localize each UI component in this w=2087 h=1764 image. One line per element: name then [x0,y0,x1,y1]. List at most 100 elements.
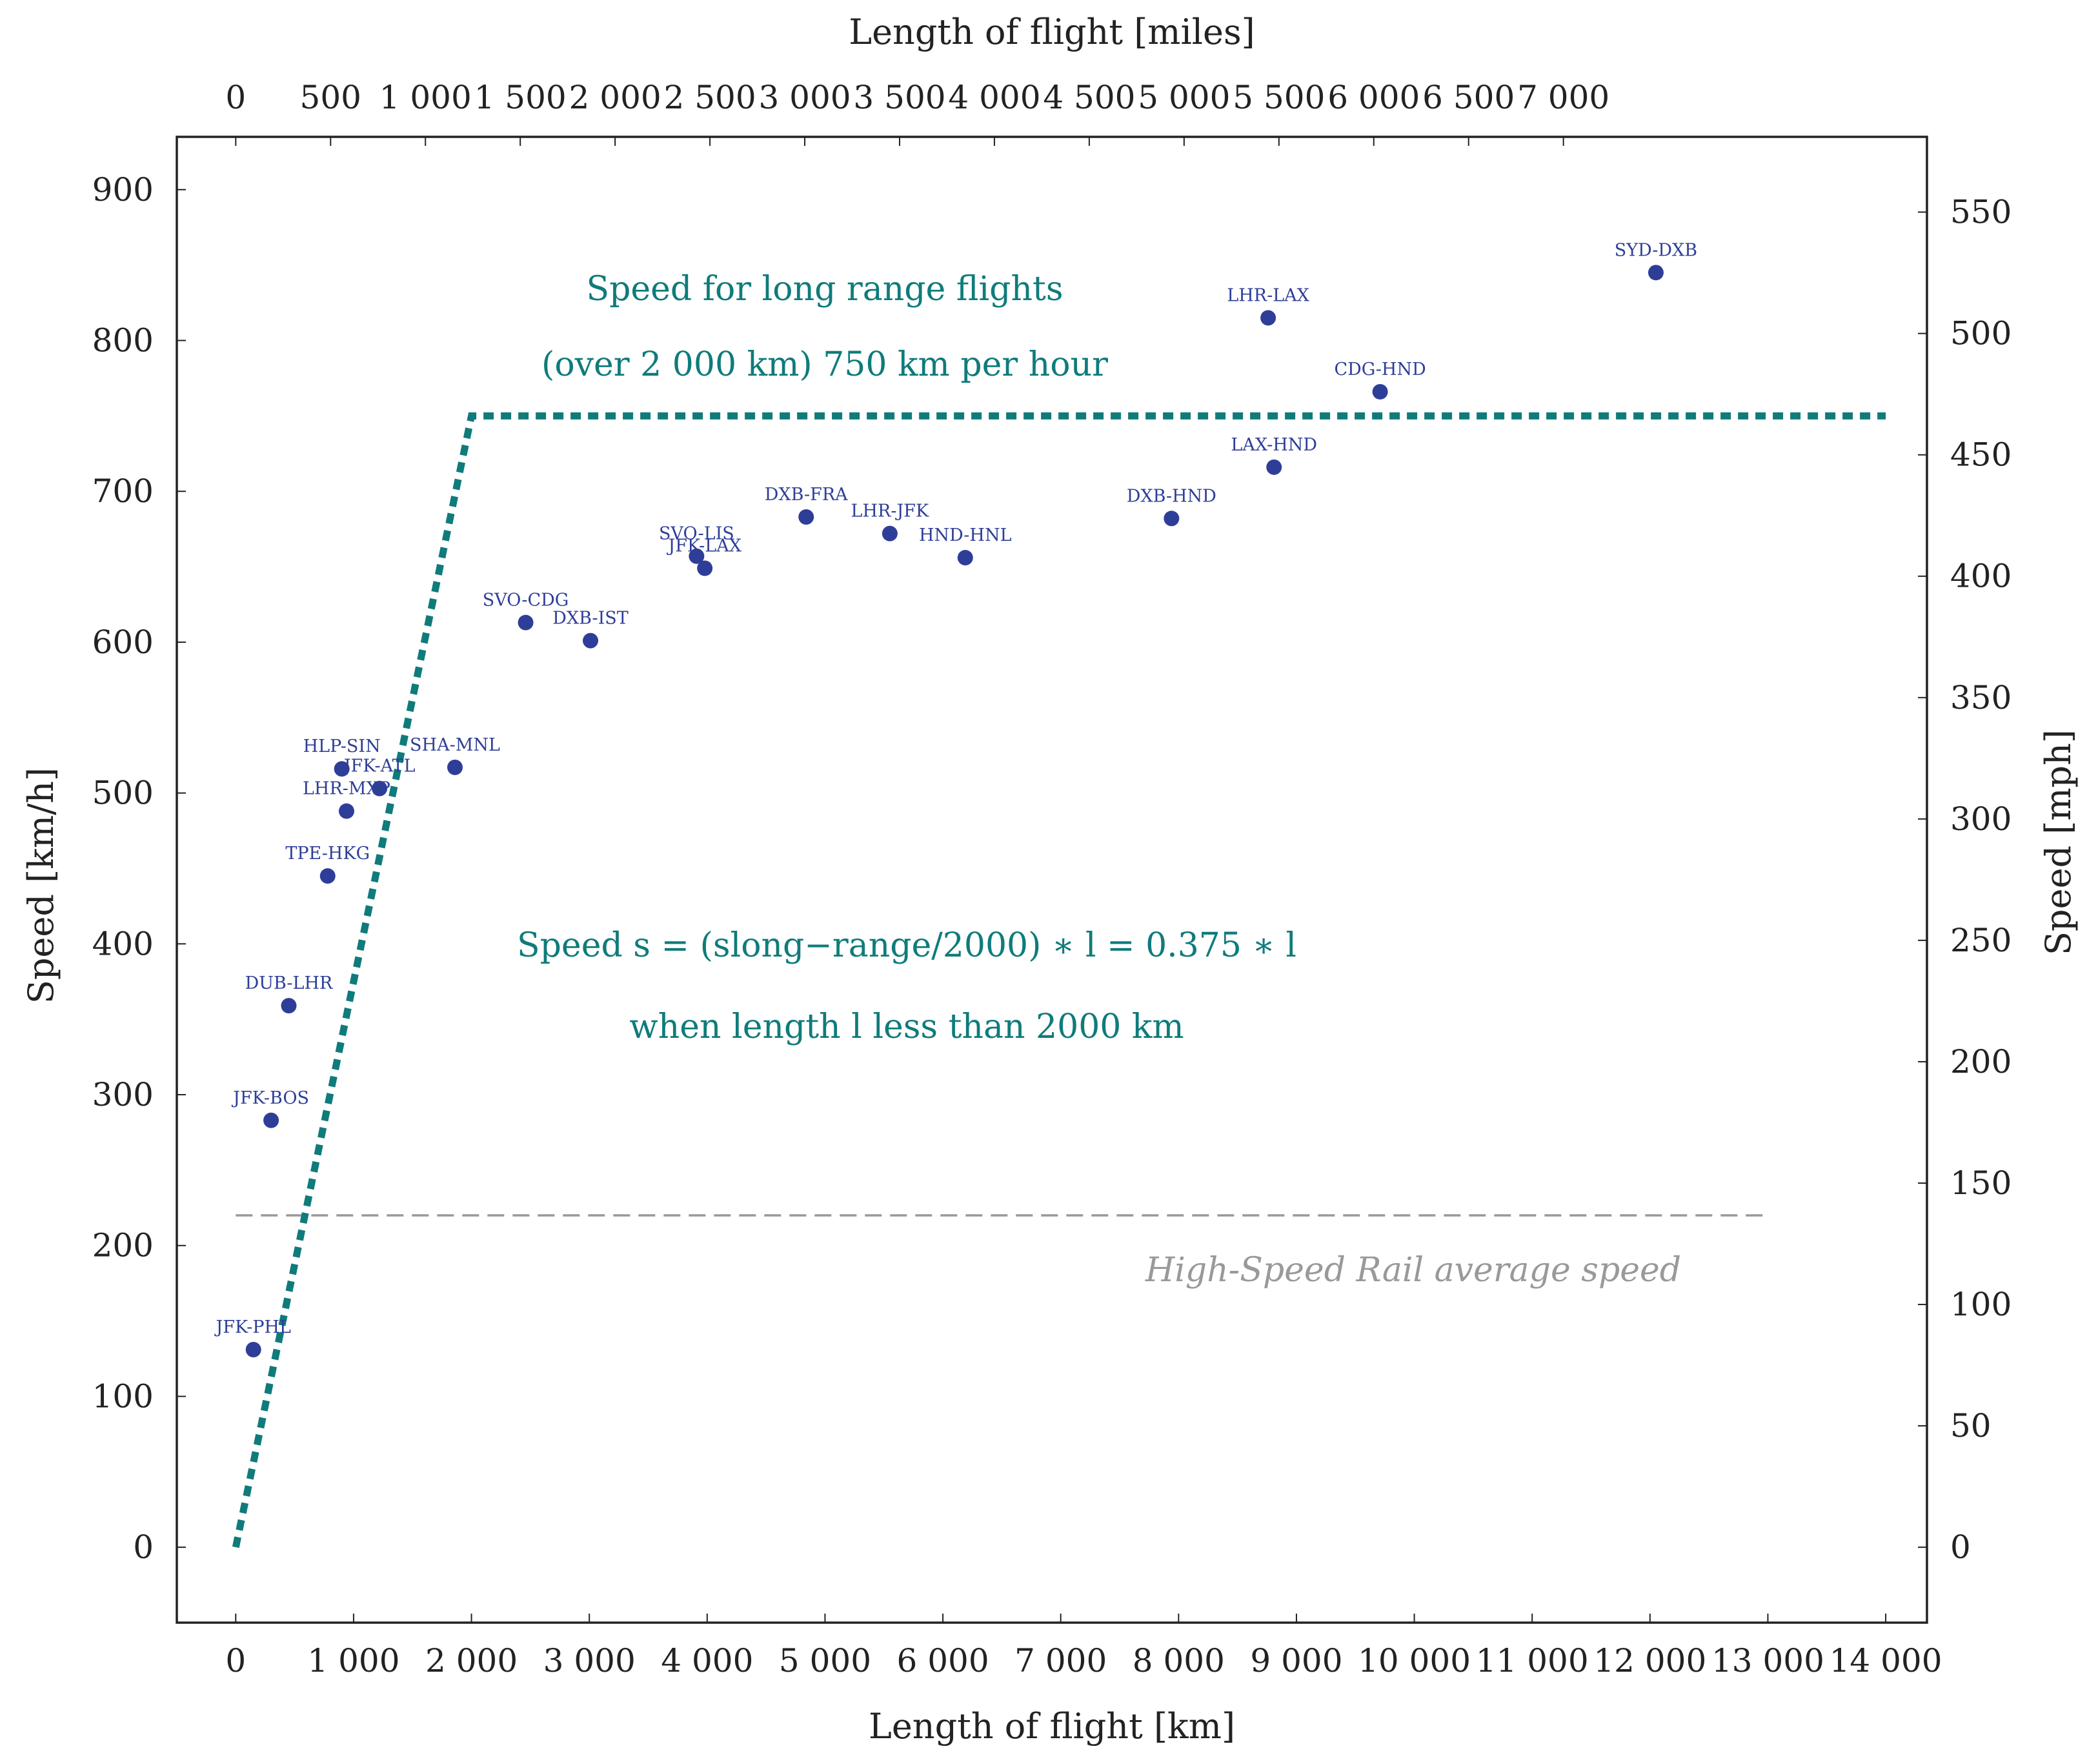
flight-points: JFK-PHLJFK-BOSDUB-LHRTPE-HKGLHR-MXPHLP-S… [214,240,1697,1357]
flight-point-label: DXB-IST [552,609,629,629]
flight-point [334,761,350,777]
x-tick-label: 10 000 [1358,1642,1471,1679]
right-tick-label: 550 [1950,194,2011,231]
top-tick-label: 0 [225,79,246,116]
flight-point-label: LHR-LAX [1227,285,1309,305]
top-tick-label: 2 500 [664,79,756,116]
x-tick-label: 2 000 [425,1642,518,1679]
flight-point-label: JFK-ATL [342,756,416,776]
right-tick-label: 450 [1950,436,2011,474]
flight-point [957,550,973,566]
flight-point-label: HND-HNL [919,525,1012,545]
top-tick-label: 6 500 [1422,79,1515,116]
x-tick-label: 0 [225,1642,246,1679]
top-tick-label: 7 000 [1517,79,1609,116]
y-tick-label: 800 [92,322,154,360]
y-tick-label: 700 [92,472,154,510]
x-tick-label: 4 000 [661,1642,753,1679]
x-axis-title: Length of flight [km] [869,1706,1235,1747]
flight-point-label: HLP-SIN [303,736,381,756]
right-tick-label: 0 [1950,1528,1971,1566]
flight-point [281,998,297,1014]
right-tick-label: 400 [1950,558,2011,595]
right-tick-label: 150 [1950,1164,2011,1202]
right-tick-label: 100 [1950,1286,2011,1323]
flight-point-label: SYD-DXB [1615,240,1697,260]
flight-point [1266,459,1282,475]
x-tick-label: 3 000 [543,1642,636,1679]
formula-annotation-line2: when length l less than 2000 km [629,1008,1184,1046]
y-tick-label: 400 [92,925,154,962]
right-tick-label: 250 [1950,922,2011,959]
top-tick-label: 3 000 [758,79,851,116]
flight-point-label: SVO-LIS [659,524,734,544]
flight-point [447,759,463,775]
flight-point [1648,265,1664,281]
x-tick-label: 14 000 [1830,1642,1942,1679]
flight-point [1164,511,1180,527]
flight-point [319,868,336,884]
top-tick-label: 2 000 [569,79,661,116]
top-tick-label: 3 500 [853,79,945,116]
flight-point [338,803,354,819]
flight-point-label: DXB-FRA [765,485,848,505]
flight-point [689,548,705,564]
x-tick-label: 1 000 [307,1642,399,1679]
flight-point [697,560,713,576]
right-tick-label: 500 [1950,315,2011,352]
flight-point-label: DXB-HND [1127,486,1216,506]
flight-point [1260,310,1276,326]
flight-point-label: TPE-HKG [285,844,370,864]
y-tick-label: 300 [92,1076,154,1113]
flight-point-label: SHA-MNL [410,735,500,755]
top-tick-label: 6 000 [1327,79,1420,116]
rail-speed-label: High-Speed Rail average speed [1145,1251,1681,1290]
flight-point [1372,383,1388,400]
top-tick-label: 500 [300,79,361,116]
y-tick-label: 600 [92,623,154,661]
x-axis-ticks: 0 1 000 2 000 3 000 4 000 5 000 6 000 7 000 8 00… [225,1614,1942,1679]
y-tick-label: 0 [133,1528,154,1566]
flight-point [263,1112,279,1128]
formula-annotation-line1: Speed s = (slong−range/2000) ∗ l = 0.375… [517,926,1296,965]
top-tick-label: 1 500 [474,79,567,116]
right-axis-title: Speed [mph] [2038,729,2079,955]
flight-point-label: CDG-HND [1334,360,1426,380]
x-tick-label: 8 000 [1133,1642,1225,1679]
long-range-annotation-line1: Speed for long range flights [586,270,1063,309]
x-tick-label: 5 000 [779,1642,871,1679]
x-tick-label: 13 000 [1711,1642,1824,1679]
y-tick-label: 200 [92,1227,154,1264]
flight-point-label: DUB-LHR [245,973,333,993]
top-tick-label: 1 000 [379,79,472,116]
x-tick-label: 12 000 [1593,1642,1706,1679]
flight-point [882,525,898,542]
flight-point [518,614,534,631]
flight-point [583,633,599,649]
flight-point-label: LHR-JFK [851,502,929,522]
x-tick-label: 6 000 [897,1642,989,1679]
long-range-model-line [232,412,1886,1548]
top-tick-label: 4 500 [1043,79,1135,116]
flight-point-label: JFK-LAX [666,536,741,556]
y-tick-label: 100 [92,1377,154,1415]
right-tick-label: 50 [1950,1407,1991,1445]
right-tick-label: 200 [1950,1043,2011,1080]
flight-point-label: LAX-HND [1231,435,1317,455]
y-tick-label: 500 [92,775,154,812]
top-tick-label: 5 000 [1138,79,1230,116]
plot-frame [176,136,1928,1624]
x-tick-label: 11 000 [1476,1642,1589,1679]
top-axis-title: Length of flight [miles] [849,12,1255,52]
top-tick-label: 4 000 [948,79,1040,116]
flight-point-label: JFK-PHL [214,1317,291,1337]
x-tick-label: 9 000 [1250,1642,1342,1679]
right-axis-ticks: 0 50 100 150 200 250 300 350 400 450 500 550 [1918,194,2011,1566]
flight-point-label: SVO-CDG [483,591,569,611]
long-range-annotation-line2: (over 2 000 km) 750 km per hour [541,345,1108,384]
right-tick-label: 350 [1950,679,2011,716]
y-axis-title: Speed [km/h] [21,767,61,1004]
right-tick-label: 300 [1950,800,2011,838]
top-tick-label: 5 500 [1233,79,1325,116]
